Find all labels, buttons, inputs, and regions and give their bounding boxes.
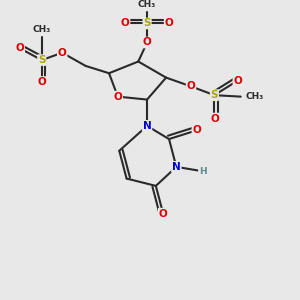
Text: O: O xyxy=(159,209,167,219)
Text: O: O xyxy=(192,125,201,135)
Text: O: O xyxy=(58,48,67,58)
Text: O: O xyxy=(113,92,122,102)
Text: O: O xyxy=(210,114,219,124)
Text: O: O xyxy=(165,19,173,28)
Text: CH₃: CH₃ xyxy=(33,25,51,34)
Text: N: N xyxy=(172,162,181,172)
Text: S: S xyxy=(143,19,151,28)
Text: O: O xyxy=(143,38,152,47)
Text: O: O xyxy=(121,19,130,28)
Text: O: O xyxy=(233,76,242,85)
Text: S: S xyxy=(38,55,46,65)
Text: CH₃: CH₃ xyxy=(138,0,156,9)
Text: O: O xyxy=(15,43,24,53)
Text: CH₃: CH₃ xyxy=(245,92,263,101)
Text: N: N xyxy=(143,121,152,131)
Text: O: O xyxy=(187,81,195,92)
Text: H: H xyxy=(199,167,206,176)
Text: S: S xyxy=(211,90,218,100)
Text: O: O xyxy=(38,77,46,87)
